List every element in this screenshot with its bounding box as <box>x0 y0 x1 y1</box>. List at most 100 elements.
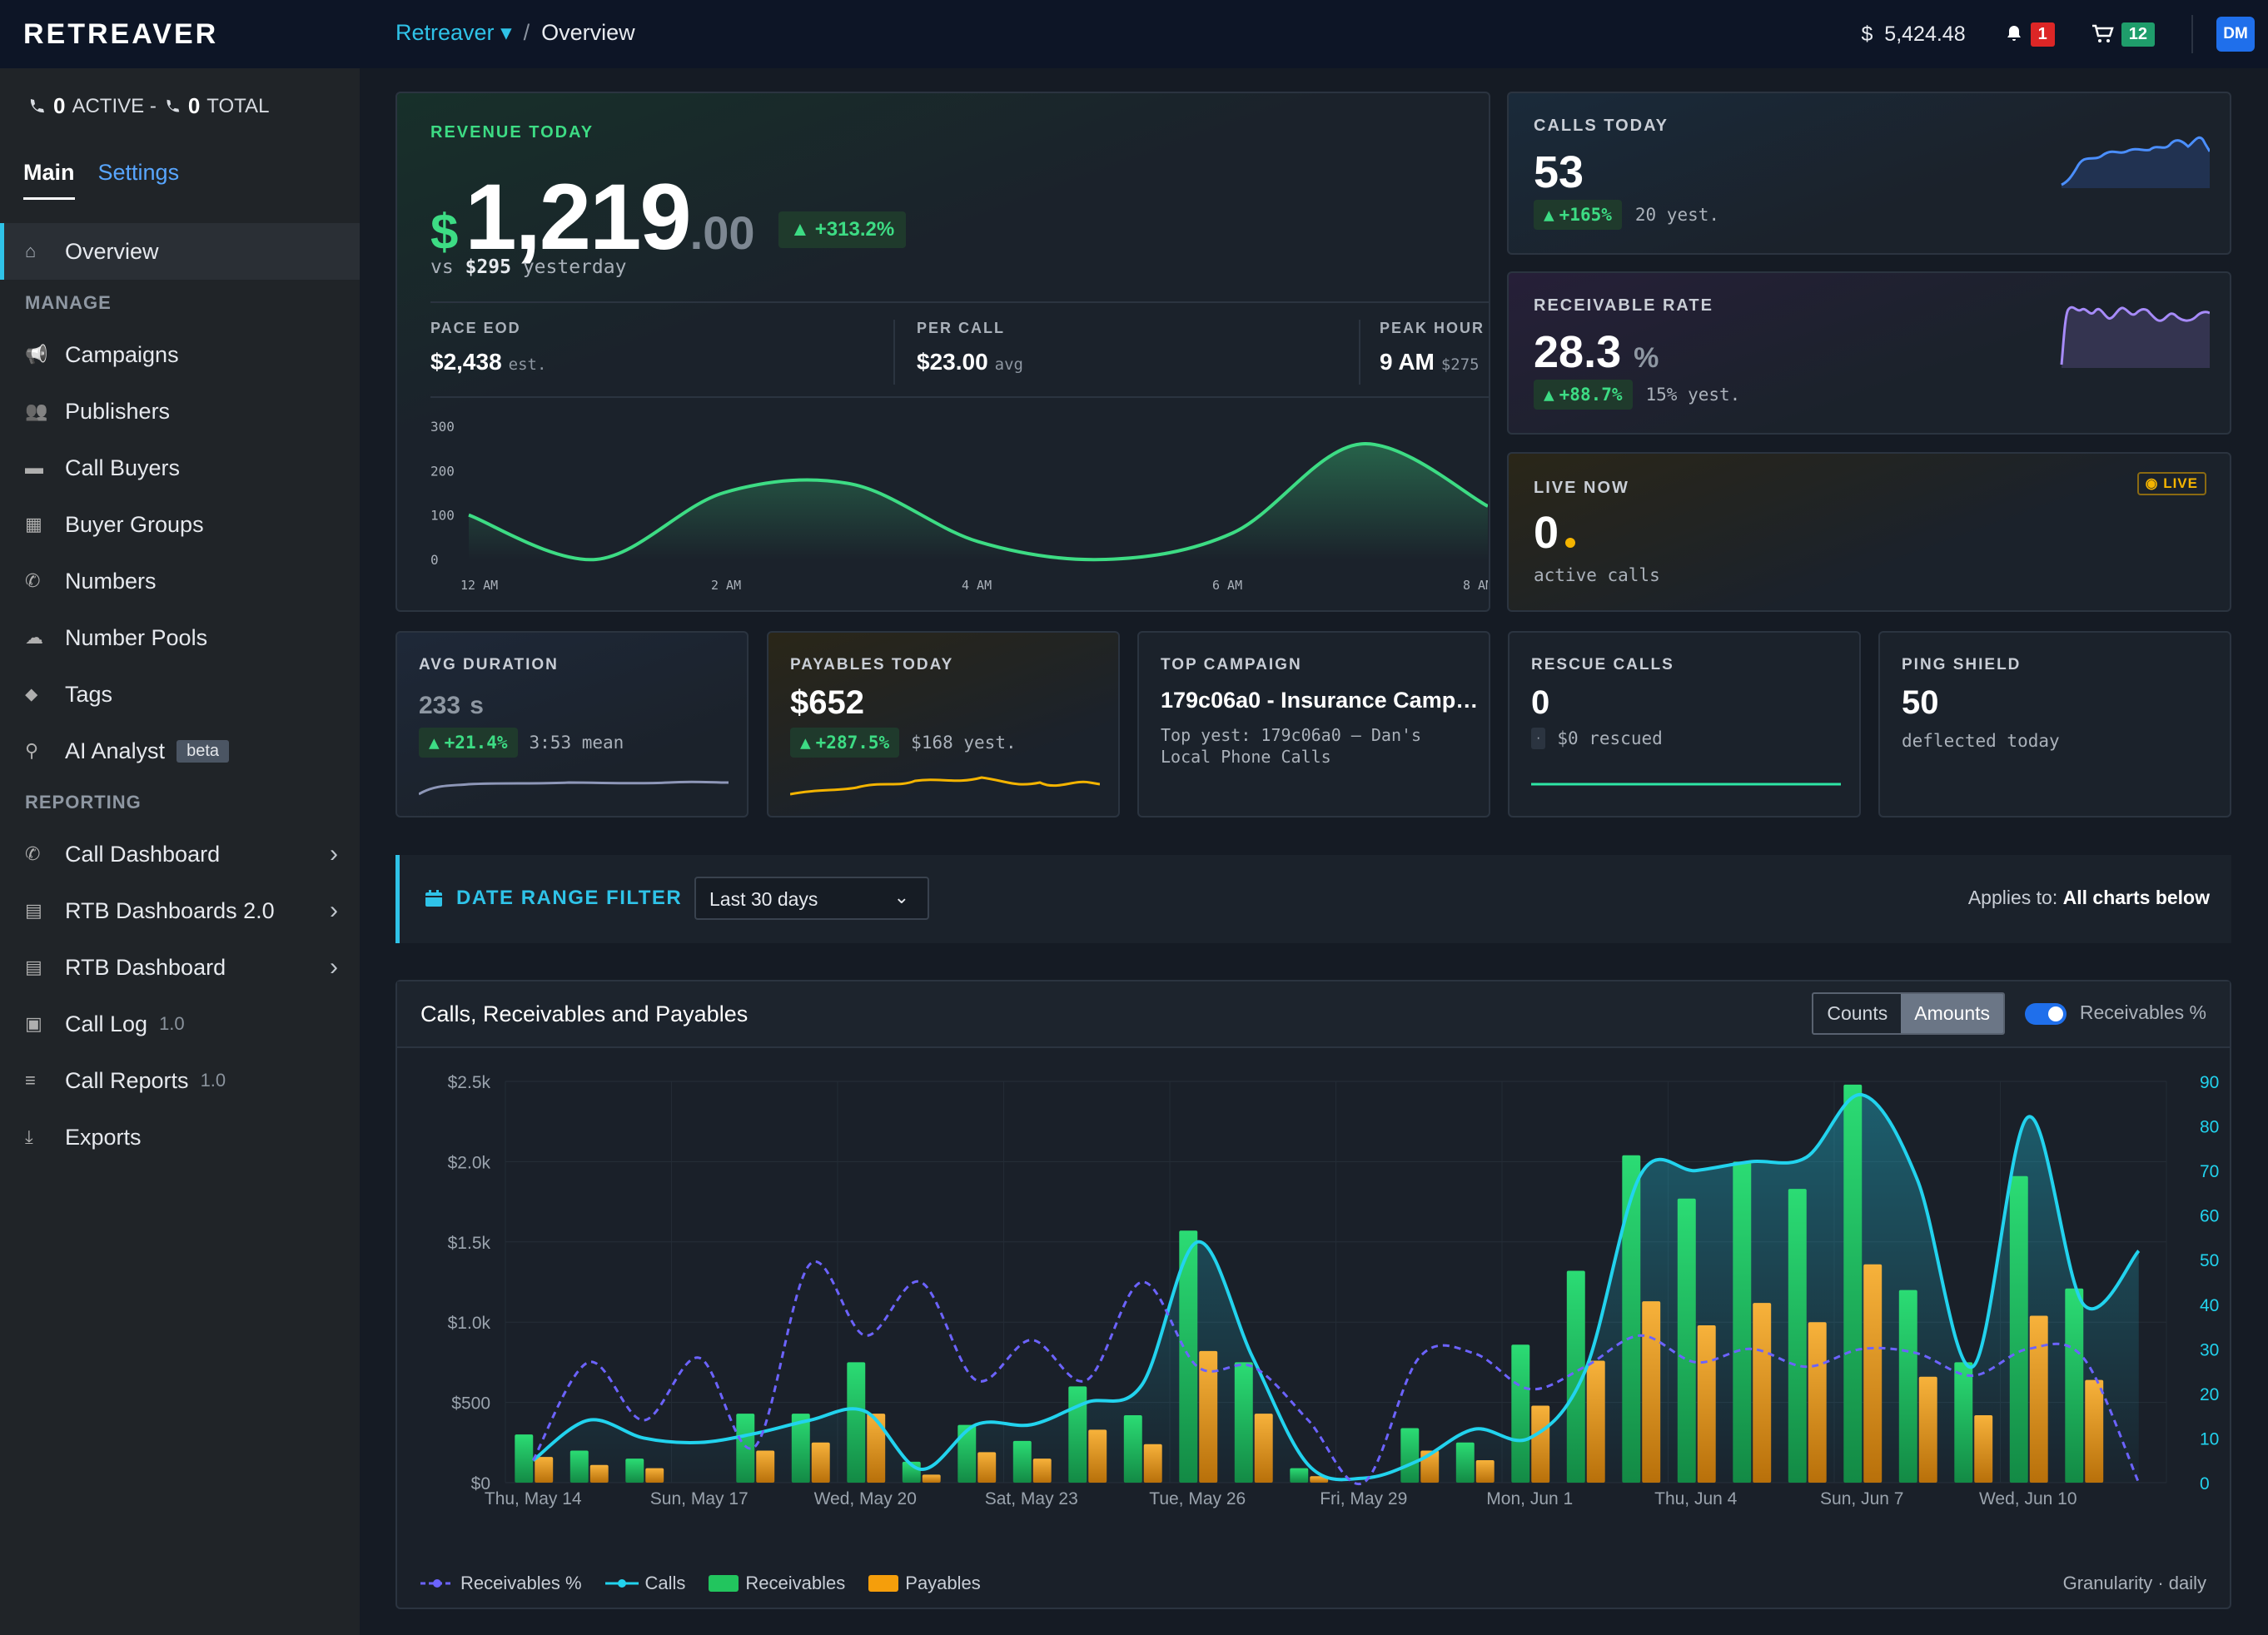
x-tick-label: Sun, Jun 7 <box>1820 1489 1903 1508</box>
sidebar-item-label: Tags <box>65 681 113 707</box>
rescue-calls-sparkline <box>1531 783 1841 786</box>
y-right-tick-label: 90 <box>2200 1073 2219 1092</box>
divider <box>430 396 1489 398</box>
payables-bar <box>1753 1303 1772 1483</box>
y-right-tick-label: 50 <box>2200 1251 2219 1270</box>
document-icon: ▤ <box>25 957 42 977</box>
legend-payables[interactable]: Payables <box>868 1573 981 1594</box>
user-avatar[interactable]: DM <box>2216 17 2255 52</box>
y-right-tick-label: 20 <box>2200 1385 2219 1404</box>
tab-main[interactable]: Main <box>23 160 75 200</box>
sidebar-item-publishers[interactable]: 👥 Publishers <box>0 383 360 440</box>
calls-receivables-payables-chart-card: Calls, Receivables and Payables Counts A… <box>395 980 2231 1609</box>
sidebar-item-label: Publishers <box>65 398 171 424</box>
buyer-card-icon: ▬ <box>25 457 43 478</box>
payables-bar <box>1254 1414 1273 1483</box>
main-chart: $2.5k $2.0k $1.5k $1.0k $500 $0 90 80 70 60 50 40 30… <box>448 1073 2220 1508</box>
receivable-rate-change: ▲ +88.7% 15% yest. <box>1534 380 1740 410</box>
revenue-label: REVENUE TODAY <box>430 123 594 142</box>
sidebar-item-label: Call Buyers <box>65 455 181 480</box>
payables-bar <box>2029 1315 2048 1483</box>
sidebar-item-number-pools[interactable]: ☁ Number Pools <box>0 609 360 666</box>
legend-calls[interactable]: Calls <box>604 1573 685 1594</box>
sidebar-nav: ⌂ Overview MANAGE 📢 Campaigns 👥 Publishers ▬… <box>0 223 360 1165</box>
receivables-bar <box>1400 1428 1420 1483</box>
ping-shield-sub: deflected today <box>1902 731 2060 751</box>
cart-badge: 12 <box>2121 22 2155 47</box>
sidebar-item-ai-analyst[interactable]: ⚲ AI Analyst beta <box>0 723 360 779</box>
cart-button[interactable]: 12 <box>2091 22 2155 47</box>
receivable-rate-card: RECEIVABLE RATE 28.3 % ▲ +88.7% 15% yest. <box>1507 271 2231 435</box>
calls-today-sparkline <box>2061 136 2210 188</box>
tab-settings[interactable]: Settings <box>97 160 180 185</box>
chart-header: Calls, Receivables and Payables Counts A… <box>397 981 2230 1048</box>
divider <box>893 320 895 385</box>
top-bar: RETREAVER Retreaver ▾ / Overview $ 5,424… <box>0 0 2268 68</box>
sidebar: 0 ACTIVE - 0 TOTAL Main Settings ⌂ Overv… <box>0 68 360 1635</box>
sidebar-item-label: Buyer Groups <box>65 511 204 537</box>
retreaver-logo[interactable]: RETREAVER <box>23 18 219 50</box>
sidebar-item-call-buyers[interactable]: ▬ Call Buyers <box>0 440 360 496</box>
receivables-pct-line <box>531 1260 2141 1486</box>
live-now-value: 0 <box>1534 507 1576 559</box>
sidebar-item-call-log[interactable]: ▣ Call Log 1.0 <box>0 996 360 1052</box>
sidebar-item-exports[interactable]: ⤓ Exports <box>0 1109 360 1165</box>
balance-value: 5,424.48 <box>1884 22 1966 46</box>
sidebar-item-call-dashboard[interactable]: ✆ Call Dashboard › <box>0 826 360 882</box>
sidebar-item-campaigns[interactable]: 📢 Campaigns <box>0 326 360 383</box>
receivables-bar <box>957 1424 977 1483</box>
sidebar-item-buyer-groups[interactable]: ▦ Buyer Groups <box>0 496 360 553</box>
pace-eod-label: PACE EOD <box>430 320 521 336</box>
date-range-title: DATE RANGE FILTER <box>425 887 682 910</box>
payables-bar <box>535 1457 554 1483</box>
chevron-right-icon: › <box>330 840 338 867</box>
receivables-bar <box>1511 1344 1530 1483</box>
y-left-tick-label: $1.5k <box>448 1234 491 1253</box>
live-now-card: LIVE NOW ◉ LIVE 0 active calls <box>1507 452 2231 612</box>
revenue-amount: $ 1,219 .00 <box>430 163 755 271</box>
live-now-label: LIVE NOW <box>1534 479 1629 497</box>
payables-today-sparkline <box>790 776 1100 796</box>
date-range-select[interactable]: Last 30 days ⌄ <box>694 877 929 920</box>
triangle-up-icon: ▲ <box>800 733 811 753</box>
sidebar-item-numbers[interactable]: ✆ Numbers <box>0 553 360 609</box>
breadcrumb-org-dropdown[interactable]: Retreaver ▾ <box>395 20 512 45</box>
peak-hour-stat: PEAK HOUR 9 AM $275 <box>1380 320 1485 375</box>
y-left-tick-label: $0 <box>471 1474 490 1493</box>
payables-bar <box>1697 1325 1716 1483</box>
receivables-bar <box>1954 1362 1973 1483</box>
total-calls-label: TOTAL <box>206 94 270 117</box>
sidebar-item-label: Call Dashboard <box>65 841 221 867</box>
payables-bar <box>645 1468 664 1483</box>
amounts-button[interactable]: Amounts <box>1901 994 2003 1033</box>
receivables-bar <box>1123 1415 1142 1483</box>
sidebar-item-rtb-dashboard[interactable]: ▤ RTB Dashboard › <box>0 939 360 996</box>
triangle-up-icon: ▲ <box>1544 205 1554 225</box>
avg-duration-sub: 3:53 mean <box>529 733 624 753</box>
top-campaign-card[interactable]: TOP CAMPAIGN 179c06a0 - Insurance Camp… … <box>1137 631 1490 818</box>
x-tick-label: 8 AM <box>1463 578 1488 593</box>
account-balance[interactable]: $ 5,424.48 <box>1861 22 1965 47</box>
legend-receivables-pct[interactable]: Receivables % <box>420 1573 582 1594</box>
sidebar-item-label: Number Pools <box>65 624 208 650</box>
legend-receivables[interactable]: Receivables <box>709 1573 845 1594</box>
payables-bar <box>1199 1350 1218 1483</box>
receivables-bar <box>1788 1189 1807 1483</box>
avg-duration-change-badge: ▲ +21.4% <box>419 728 518 758</box>
rescue-calls-label: RESCUE CALLS <box>1531 656 1674 673</box>
receivables-pct-switch[interactable] <box>2025 1003 2067 1025</box>
sidebar-item-overview[interactable]: ⌂ Overview <box>0 223 360 280</box>
receivables-bar <box>1012 1440 1032 1483</box>
live-dot-icon: ◉ <box>2145 475 2159 491</box>
sidebar-item-rtb-dashboards-2-0[interactable]: ▤ RTB Dashboards 2.0 › <box>0 882 360 939</box>
top-campaign-yesterday: Top yest: 179c06a0 – Dan's Local Phone C… <box>1161 725 1422 767</box>
sidebar-item-label: RTB Dashboard <box>65 954 226 980</box>
sidebar-item-tags[interactable]: ⬥ Tags <box>0 666 360 723</box>
notifications-button[interactable]: 1 <box>2004 22 2055 47</box>
rescue-calls-card: RESCUE CALLS 0 · $0 rescued <box>1508 631 1861 818</box>
users-icon: 👥 <box>25 400 48 421</box>
counts-button[interactable]: Counts <box>1827 1002 1888 1024</box>
sidebar-item-call-reports[interactable]: ≡ Call Reports 1.0 <box>0 1052 360 1109</box>
active-calls-count: 0 <box>53 93 66 118</box>
payables-today-label: PAYABLES TODAY <box>790 656 954 673</box>
